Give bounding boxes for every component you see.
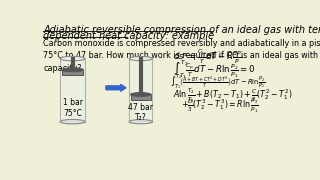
Ellipse shape (131, 93, 151, 96)
Ellipse shape (60, 56, 85, 61)
Bar (62, 70, 84, 75)
Ellipse shape (60, 120, 85, 124)
Text: $\int_{T_1}^{T_2}\!\frac{C_p}{T}dT - R\ln\frac{P_2}{P_1} = 0$: $\int_{T_1}^{T_2}\!\frac{C_p}{T}dT - R\l… (173, 58, 256, 81)
FancyArrow shape (106, 84, 126, 91)
Text: $A\ln\frac{T_2}{T_1} + B(T_2-T_1) + \frac{C}{2}(T_2^2-T_1^2)$: $A\ln\frac{T_2}{T_1} + B(T_2-T_1) + \fra… (173, 86, 293, 105)
Text: $ds^s = \frac{C_p}{T}dT - R\frac{dP}{P}$: $ds^s = \frac{C_p}{T}dT - R\frac{dP}{P}$ (173, 47, 243, 66)
Text: $\int_{T_1}^{T_2}\!\left(\frac{A+BT+CT^2+DT^3}{T}\right)dT - R\ln\frac{P_2}{P_1}: $\int_{T_1}^{T_2}\!\left(\frac{A+BT+CT^2… (170, 73, 266, 92)
Bar (129, 58, 152, 122)
Text: Carbon monoxide is compressed reversibly and adiabatically in a piston-cylinder : Carbon monoxide is compressed reversibly… (43, 39, 320, 73)
Text: 47 bar
T₂?: 47 bar T₂? (128, 103, 153, 122)
Bar (60, 58, 85, 122)
Text: 1 bar
75°C: 1 bar 75°C (62, 98, 83, 118)
Bar (131, 94, 151, 100)
Ellipse shape (129, 57, 152, 61)
Ellipse shape (129, 120, 152, 124)
Text: $+ \frac{D}{3}(T_2^3-T_1^3) = R\ln\frac{P_2}{P_1}$: $+ \frac{D}{3}(T_2^3-T_1^3) = R\ln\frac{… (181, 97, 259, 116)
Text: Adiabatic reversible compression of an ideal gas with temperature-: Adiabatic reversible compression of an i… (43, 25, 320, 35)
Text: dependent heat capacity: example: dependent heat capacity: example (43, 31, 214, 41)
Ellipse shape (62, 68, 84, 72)
